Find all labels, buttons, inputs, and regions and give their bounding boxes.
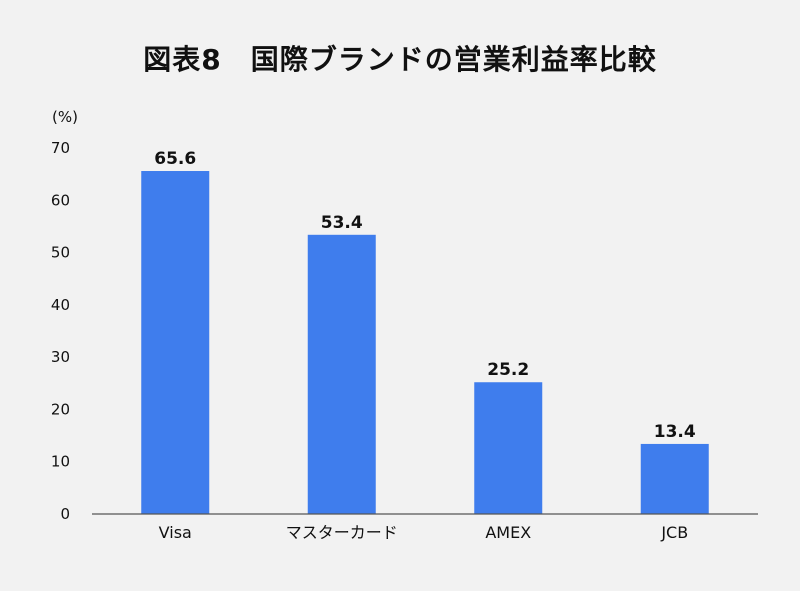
x-tick-label: マスターカード — [286, 523, 398, 542]
y-tick-label: 10 — [51, 453, 70, 471]
data-labels: 65.6 53.4 25.2 13.4 — [154, 149, 696, 442]
y-tick-label: 0 — [60, 505, 70, 523]
bar-2 — [474, 382, 543, 514]
y-axis-ticks: 0 10 20 30 40 50 60 70 — [51, 139, 70, 523]
bar-0 — [141, 171, 210, 514]
y-axis-unit-label: (%) — [52, 108, 78, 126]
chart-title: 図表8 国際ブランドの営業利益率比較 — [143, 43, 657, 76]
data-label: 13.4 — [654, 422, 696, 442]
bar-3 — [640, 443, 709, 514]
x-axis-labels: Visa マスターカード AMEX JCB — [159, 523, 689, 542]
x-tick-label: AMEX — [485, 523, 531, 542]
data-label: 25.2 — [487, 360, 529, 380]
bar-1 — [307, 234, 376, 514]
data-label: 53.4 — [321, 213, 363, 233]
data-label: 65.6 — [154, 149, 196, 169]
y-tick-label: 60 — [51, 191, 70, 209]
y-tick-label: 40 — [51, 296, 70, 314]
bars — [141, 171, 709, 514]
x-tick-label: JCB — [660, 523, 688, 542]
y-tick-label: 20 — [51, 400, 70, 418]
x-tick-label: Visa — [159, 523, 192, 542]
y-tick-label: 70 — [51, 139, 70, 157]
y-tick-label: 30 — [51, 348, 70, 366]
y-tick-label: 50 — [51, 244, 70, 262]
